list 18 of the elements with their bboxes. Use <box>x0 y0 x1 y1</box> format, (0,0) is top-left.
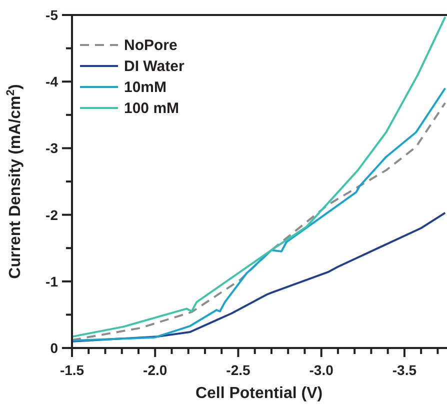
line-series <box>71 16 446 338</box>
legend-label: DI Water <box>124 58 184 75</box>
x-axis-title: Cell Potential (V) <box>195 385 323 402</box>
y-tick-label: -3 <box>46 140 58 156</box>
x-tick-label: -3.5 <box>392 362 417 378</box>
y-tick-label: 0 <box>50 340 58 356</box>
x-tick-label: -1.5 <box>60 362 84 378</box>
line-series <box>71 212 446 342</box>
y-tick-label: -1 <box>46 273 58 290</box>
x-tick-label: -3.0 <box>309 362 334 378</box>
legend-label: 100 mM <box>124 100 180 117</box>
y-tick-label: -5 <box>46 7 58 23</box>
legend-label: 10mM <box>124 79 167 96</box>
x-tick-label: -2.0 <box>143 362 168 378</box>
y-tick-label: -4 <box>46 74 58 90</box>
y-tick-label: -2 <box>46 206 58 223</box>
x-tick-label: -2.5 <box>226 362 250 378</box>
legend-label: NoPore <box>124 37 178 54</box>
